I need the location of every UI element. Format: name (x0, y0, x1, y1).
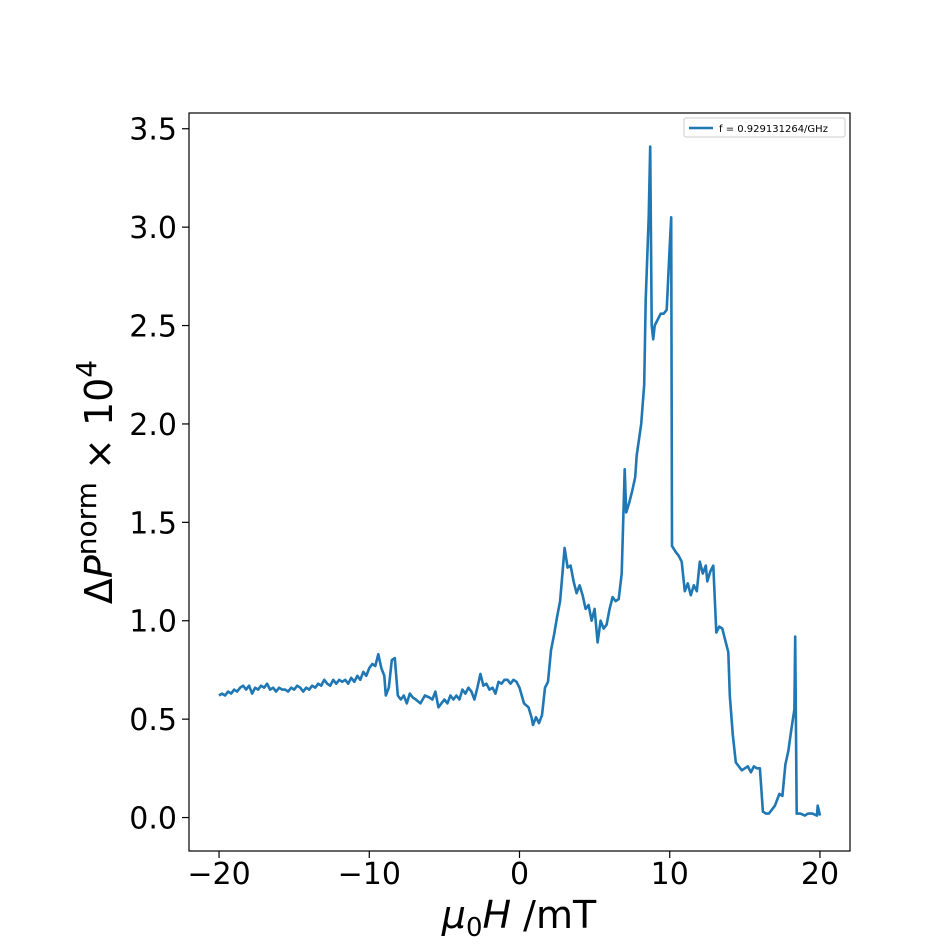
y-tick-label: 0.5 (129, 703, 177, 738)
x-tick-label: −20 (187, 857, 250, 892)
y-tick-label: 3.0 (129, 211, 177, 246)
y-axis-label: ΔPnorm × 104 (70, 360, 121, 604)
series-line-0 (218, 145, 822, 817)
x-tick-label: 20 (801, 857, 839, 892)
x-tick-label: 10 (651, 857, 689, 892)
legend: f = 0.929131264/GHz (683, 117, 846, 138)
y-axis-ticks: 0.0 0.5 1.0 1.5 2.0 2.5 3.0 3.5 (129, 113, 189, 837)
y-tick-label: 0.0 (129, 802, 177, 837)
y-tick-label: 1.0 (129, 605, 177, 640)
x-tick-label: −10 (338, 857, 401, 892)
series-layer (218, 145, 822, 817)
y-tick-label: 2.0 (129, 408, 177, 443)
legend-box (683, 117, 846, 138)
x-tick-label: 0 (510, 857, 529, 892)
y-tick-label: 2.5 (129, 310, 177, 345)
x-axis-ticks: −20 −10 0 10 20 (187, 851, 839, 892)
x-axis-label: μ0H /mT (441, 893, 597, 943)
legend-entry-label: f = 0.929131264/GHz (719, 124, 828, 135)
y-tick-label: 3.5 (129, 113, 177, 148)
y-tick-label: 1.5 (129, 506, 177, 541)
